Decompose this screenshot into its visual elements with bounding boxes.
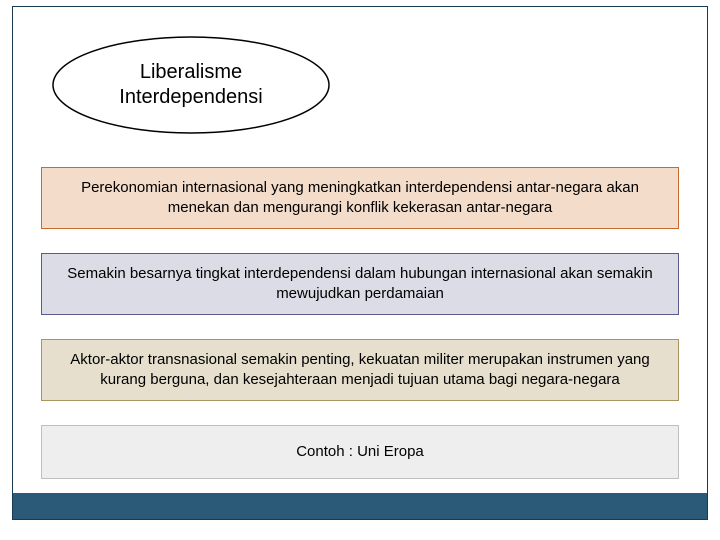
title-line1: Liberalisme xyxy=(140,61,242,83)
slide-frame: Liberalisme Interdependensi Perekonomian… xyxy=(12,6,708,520)
concept-text-2: Semakin besarnya tingkat interdependensi… xyxy=(62,264,658,305)
concept-text-4: Contoh : Uni Eropa xyxy=(296,442,424,462)
concept-box-1: Perekonomian internasional yang meningka… xyxy=(41,167,679,229)
title-text: Liberalisme Interdependensi xyxy=(51,35,331,135)
concept-box-4: Contoh : Uni Eropa xyxy=(41,425,679,479)
title-ellipse: Liberalisme Interdependensi xyxy=(51,35,331,135)
footer-bar xyxy=(13,493,707,519)
concept-text-1: Perekonomian internasional yang meningka… xyxy=(62,178,658,219)
concept-box-3: Aktor-aktor transnasional semakin pentin… xyxy=(41,339,679,401)
concept-text-3: Aktor-aktor transnasional semakin pentin… xyxy=(62,350,658,391)
concept-box-2: Semakin besarnya tingkat interdependensi… xyxy=(41,253,679,315)
title-line2: Interdependensi xyxy=(119,86,262,108)
